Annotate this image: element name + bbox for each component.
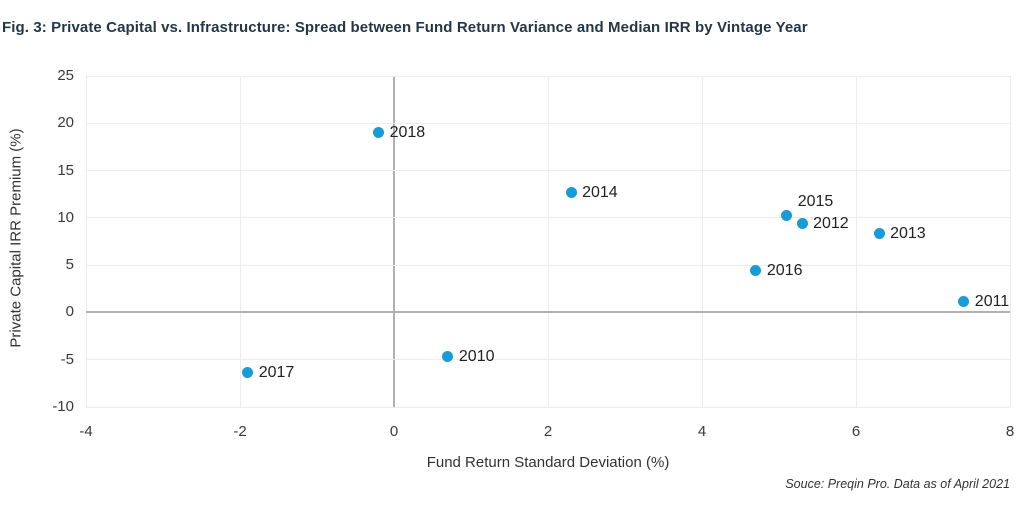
gridline-horizontal bbox=[86, 264, 1010, 266]
data-point-label-2017: 2017 bbox=[258, 364, 295, 382]
data-point-label-2015: 2015 bbox=[797, 192, 834, 210]
y-tick-label: 15 bbox=[57, 161, 74, 179]
data-point-label-2013: 2013 bbox=[890, 225, 926, 243]
gridline-vertical bbox=[701, 76, 703, 407]
y-zero-axis-line bbox=[86, 311, 1010, 314]
plot-area: 2018 2014 2015 2012 2013 2016 2011 2010 2017 bbox=[85, 75, 1011, 408]
data-point-2016 bbox=[750, 265, 762, 277]
data-point-2014 bbox=[565, 186, 577, 198]
y-axis-title: Private Capital IRR Premium (%) bbox=[7, 128, 25, 348]
y-tick-label: -5 bbox=[60, 350, 74, 368]
x-tick-label: 8 bbox=[1005, 423, 1015, 440]
y-tick-label: 10 bbox=[57, 208, 74, 226]
x-tick-label: 4 bbox=[697, 423, 707, 440]
x-tick-label: 6 bbox=[851, 423, 861, 440]
x-zero-axis-line bbox=[393, 76, 395, 407]
gridline-horizontal bbox=[86, 217, 1010, 219]
data-point-label-2010: 2010 bbox=[458, 348, 495, 366]
gridline-vertical bbox=[547, 76, 549, 407]
data-point-2012 bbox=[796, 218, 808, 230]
data-point-label-2011: 2011 bbox=[974, 292, 1010, 310]
data-point-label-2014: 2014 bbox=[582, 183, 618, 201]
data-point-2015 bbox=[781, 209, 793, 221]
gridline-horizontal bbox=[86, 170, 1010, 172]
data-point-2010 bbox=[442, 351, 454, 363]
y-tick-label: 20 bbox=[57, 114, 74, 132]
x-axis-title: Fund Return Standard Deviation (%) bbox=[426, 454, 670, 471]
data-point-2017 bbox=[242, 367, 254, 379]
x-tick-label: -4 bbox=[79, 423, 93, 440]
data-point-label-2012: 2012 bbox=[813, 215, 849, 233]
gridline-horizontal bbox=[86, 75, 1010, 77]
x-tick-label: -2 bbox=[233, 423, 247, 440]
gridline-vertical bbox=[855, 76, 857, 407]
gridline-horizontal bbox=[86, 122, 1010, 124]
y-tick-label: -10 bbox=[52, 398, 74, 415]
y-tick-label: 0 bbox=[65, 303, 74, 321]
gridline-vertical bbox=[1009, 76, 1011, 407]
gridline-vertical bbox=[239, 76, 241, 407]
data-point-label-2018: 2018 bbox=[389, 124, 426, 142]
gridline-horizontal bbox=[86, 406, 1010, 408]
data-point-2013 bbox=[873, 228, 885, 240]
gridline-horizontal bbox=[86, 359, 1010, 361]
data-point-2018 bbox=[373, 127, 385, 139]
figure-title: Fig. 3: Private Capital vs. Infrastructu… bbox=[2, 19, 808, 36]
y-tick-label: 5 bbox=[65, 256, 74, 274]
source-note: Souce: Preqin Pro. Data as of April 2021 bbox=[785, 477, 1010, 491]
data-point-label-2016: 2016 bbox=[766, 262, 803, 280]
x-tick-label: 2 bbox=[543, 423, 553, 440]
x-tick-label: 0 bbox=[389, 423, 399, 440]
data-point-2011 bbox=[958, 295, 970, 307]
gridline-vertical bbox=[85, 76, 87, 407]
y-tick-label: 25 bbox=[57, 67, 74, 84]
